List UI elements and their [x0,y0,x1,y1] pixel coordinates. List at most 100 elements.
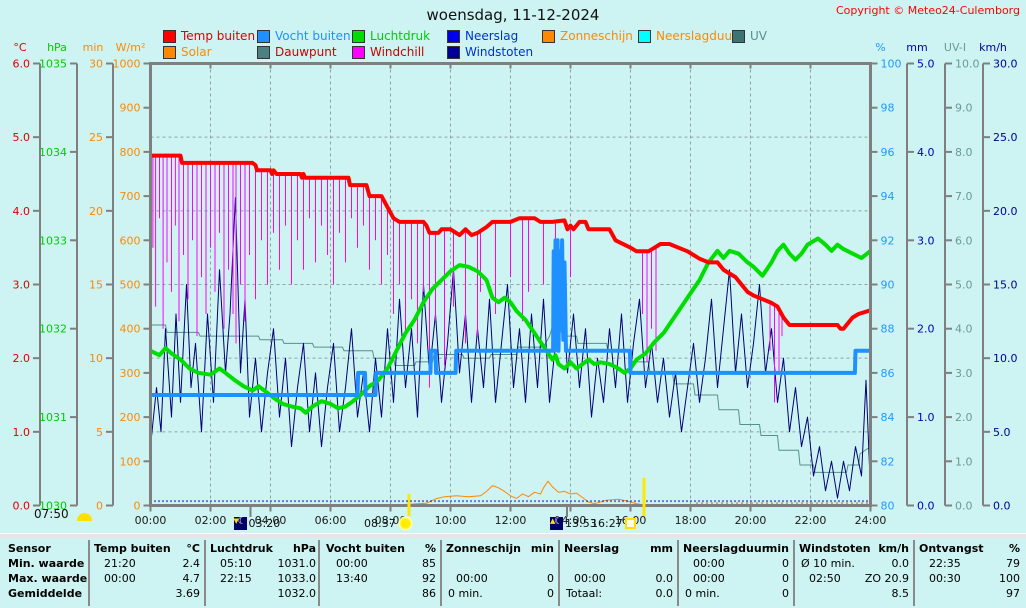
table-cell-value: 0 [547,572,554,585]
sun-below-horizon-icon [624,517,636,529]
table-cell-time: 0 min. [448,587,483,600]
table-cell-time: 21:20 [104,557,136,570]
moonrise-icon: ▲ ☾ [550,516,563,530]
axis-unit-mm: mm [906,41,927,54]
table-cell-time: 0 min. [685,587,720,600]
table-header-luchtdruk: Luchtdruk [210,542,273,555]
y-tick-label-wm2: 400 [120,323,141,336]
legend-item-neerslagduur: Neerslagduur [638,29,737,43]
y-tick-label-kmh: 10.0 [993,352,1018,365]
y-tick-label-wm2: 500 [120,279,141,292]
moon-up-marker: ▲ ☾ 13:53 [550,516,597,530]
table-cell-value: 1031.0 [277,557,317,570]
table-column-separator [913,540,915,606]
y-tick-label-wm2: 200 [120,411,141,424]
series-vocht-buiten [150,238,871,397]
table-header-temp-buiten: Temp buiten [94,542,171,555]
table-row-label: Min. waarde [8,557,85,570]
y-tick-label-min: 0 [96,500,103,513]
table-cell-value: 100 [999,572,1020,585]
table-column-separator [88,540,90,606]
table-column-separator [204,540,206,606]
sun-marker: 08:37 [364,515,413,531]
x-tick-label: 22:00 [795,514,827,527]
series-windchill [152,155,783,403]
y-tick-label-min: 25 [89,131,103,144]
legend-label: Luchtdruk [370,29,431,43]
y-tick-label-wm2: 800 [120,146,141,159]
table-cell-value: 86 [422,587,436,600]
x-tick-label: 18:00 [675,514,707,527]
x-tick-label: 20:00 [735,514,767,527]
table-header-unit: % [424,542,436,555]
table-cell-value: 0.0 [655,572,674,585]
y-tick-label-tempC: 2.0 [13,352,31,365]
table-header-vocht-buiten: Vocht buiten [326,542,405,555]
table-cell-value: 97 [1006,587,1020,600]
event-time-label: 03:20 [248,516,281,530]
y-tick-label-min: 30 [89,58,103,71]
y-tick-label-tempC: 5.0 [13,131,31,144]
y-tick-label-pct: 92 [881,234,895,247]
table-header-unit: min [530,542,554,555]
table-cell-time: 00:00 [336,557,368,570]
table-cell-time: 00:00 [693,572,725,585]
axis-unit-uvi: UV-I [944,41,966,54]
y-tick-label-tempC: 4.0 [13,205,31,218]
table-cell-time: 22:15 [220,572,252,585]
day-start-time: 07:50 [34,507,69,521]
legend-item-vocht-buiten: Vocht buiten [257,29,351,43]
uv-swatch-icon [732,29,745,43]
legend-label: Vocht buiten [275,29,351,43]
table-cell-value: 3.69 [175,587,201,600]
y-tick-label-mm: 3.0 [917,234,935,247]
solar-swatch-icon [163,45,176,59]
table-column-separator [793,540,795,606]
table-header-unit: hPa [292,542,316,555]
y-tick-label-mm: 1.0 [917,411,935,424]
y-tick-label-pct: 84 [881,411,895,424]
y-tick-label-pct: 90 [881,279,895,292]
table-header-unit: °C [186,542,200,555]
axis-unit-min: min [83,41,104,54]
series-luchtdruk [149,236,872,415]
y-tick-label-uvi: 2.0 [955,411,973,424]
event-time-label: 13:53 [565,516,597,530]
table-cell-time: 00:00 [693,557,725,570]
y-tick-label-wm2: 600 [120,234,141,247]
axis-unit-pct: % [875,41,885,54]
y-tick-label-hpa: 1033 [39,234,67,247]
axis-unit-tempC: °C [13,41,27,54]
y-tick-label-hpa: 1032 [39,323,67,336]
half-sun-icon [76,513,92,521]
x-tick-label: 06:00 [315,514,347,527]
table-cell-value: 1033.0 [277,572,317,585]
table-header-neerslag: Neerslag [564,542,620,555]
table-cell-value: 92 [422,572,436,585]
y-tick-label-hpa: 1031 [39,411,67,424]
legend-item-temp-buiten: Temp buiten [163,29,255,43]
table-cell-value: 79 [1006,557,1020,570]
table-cell-value: 4.7 [182,572,201,585]
y-tick-label-uvi: 1.0 [955,455,973,468]
table-cell-value: 0.0 [891,557,910,570]
sun-icon [397,515,413,531]
table-header-unit: mm [650,542,673,555]
y-tick-label-wm2: 700 [120,190,141,203]
temp-buiten-swatch-icon [163,29,176,43]
y-tick-label-kmh: 30.0 [993,58,1018,71]
legend-label: Windchill [370,45,425,59]
y-tick-label-min: 15 [89,279,103,292]
axis-unit-wm2: W/m² [116,41,146,54]
table-divider [0,533,1026,538]
legend-item-luchtdruk: Luchtdruk [352,29,430,43]
y-tick-label-uvi: 7.0 [955,190,973,203]
y-tick-label-kmh: 15.0 [993,279,1018,292]
table-cell-value: 2.4 [182,557,201,570]
dauwpunt-swatch-icon [257,45,270,59]
table-cell-time: Totaal: [566,587,603,600]
table-column-separator [677,540,679,606]
y-tick-label-pct: 80 [881,500,895,513]
table-row-label: Max. waarde [8,572,88,585]
legend-label: Solar [181,45,212,59]
